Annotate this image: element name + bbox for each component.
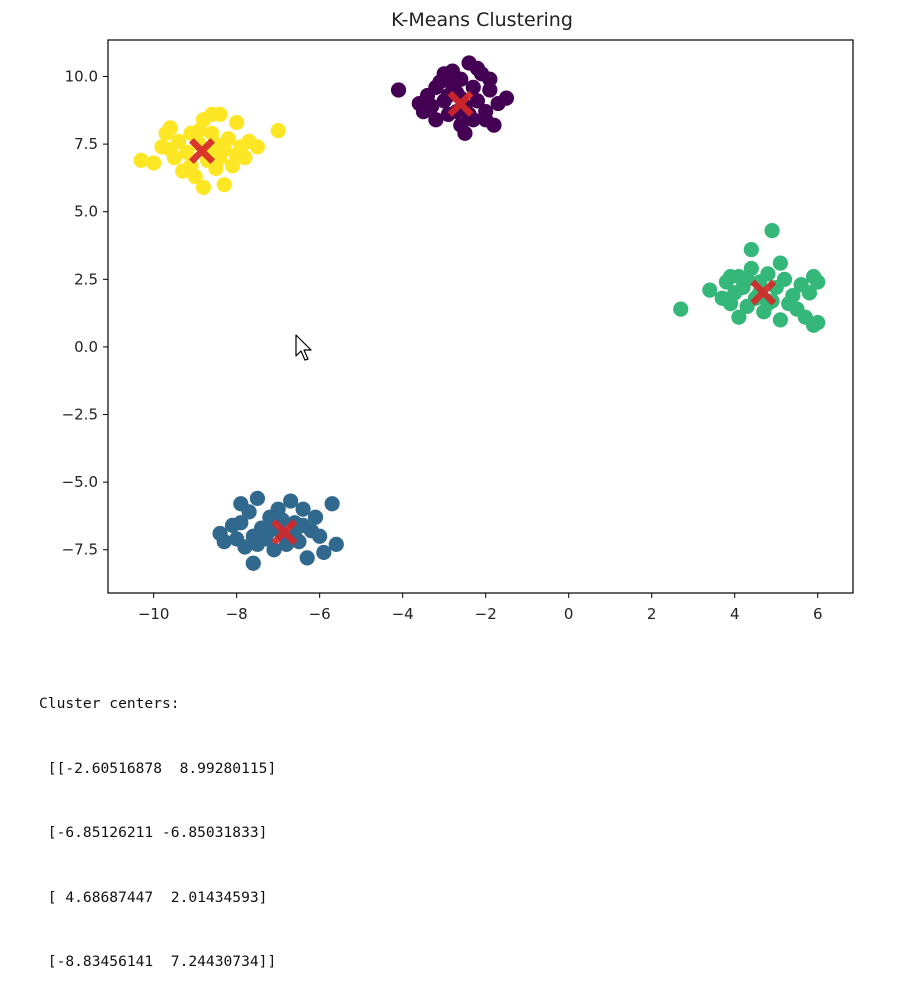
data-point (702, 282, 718, 298)
y-tick-label: −2.5 (62, 406, 98, 424)
mouse-cursor-icon (295, 334, 312, 361)
centers-layer (189, 90, 777, 546)
output-line: [[-2.60516878 8.99280115] (39, 759, 277, 777)
data-point (270, 122, 286, 139)
data-point (739, 271, 755, 287)
data-point (436, 66, 452, 82)
data-point (191, 122, 207, 139)
data-point (241, 504, 257, 520)
data-point (810, 314, 826, 331)
data-point (229, 531, 245, 547)
data-point (498, 90, 515, 106)
data-point (482, 71, 498, 87)
data-point (229, 147, 245, 163)
y-tick-label: −5.0 (62, 473, 98, 491)
x-tick-label: 6 (813, 605, 823, 623)
data-point (179, 144, 195, 160)
cluster-center-marker (447, 90, 474, 117)
y-tick-label: −7.5 (62, 541, 98, 559)
data-point (772, 255, 788, 271)
data-point (424, 98, 440, 114)
cluster-center-marker (750, 279, 777, 306)
data-point (216, 534, 232, 550)
x-tick-label: −10 (138, 605, 170, 623)
data-point (478, 112, 494, 128)
data-point (764, 223, 780, 239)
x-tick-label: −2 (475, 605, 497, 623)
data-point (743, 241, 759, 258)
data-point (457, 125, 473, 141)
x-tick-label: 4 (730, 605, 740, 623)
data-point (233, 515, 249, 531)
data-point (312, 528, 328, 544)
y-tick-label: 2.5 (74, 270, 98, 288)
output-line: [-8.83456141 7.24430734]] (39, 953, 277, 970)
cluster-center-marker (189, 138, 216, 165)
points-layer (133, 55, 826, 571)
scatter-chart: K-Means Clustering −10 −8 −6 −4 −2 0 2 4 6 10.0 7… (62, 9, 854, 623)
y-tick-label: 0.0 (74, 338, 98, 356)
data-point (295, 501, 311, 517)
data-point (295, 517, 311, 533)
data-point (810, 274, 826, 290)
data-point (146, 155, 162, 171)
x-tick-label: 2 (647, 605, 657, 623)
data-point (162, 141, 178, 158)
data-point (245, 555, 261, 571)
x-tick-label: −8 (226, 605, 248, 623)
data-point (328, 536, 344, 552)
data-point (195, 179, 212, 195)
data-point (220, 131, 236, 147)
data-point (212, 150, 228, 166)
data-point (801, 285, 818, 301)
cluster-center-marker (271, 519, 298, 546)
data-point (249, 139, 266, 155)
data-point (428, 79, 444, 95)
y-axis: 10.0 7.5 5.0 2.5 0.0 −2.5 −5.0 −7.5 (62, 68, 108, 559)
data-point (262, 523, 278, 539)
data-point (283, 493, 299, 509)
data-point (731, 309, 747, 325)
data-point (307, 509, 324, 525)
data-point (482, 82, 498, 98)
data-point (216, 177, 232, 193)
y-tick-label: 7.5 (74, 135, 98, 153)
data-point (673, 301, 689, 317)
output-line: [-6.85126211 -6.85031833] (39, 824, 268, 841)
data-point (760, 266, 776, 282)
x-tick-label: 0 (564, 605, 574, 623)
data-point (229, 114, 245, 131)
data-point (465, 79, 481, 95)
data-point (266, 542, 282, 558)
output-line: Cluster centers: (39, 695, 180, 712)
data-point (776, 271, 793, 287)
data-point (797, 309, 813, 325)
data-point (469, 93, 485, 109)
data-point (772, 312, 788, 328)
data-point (299, 550, 315, 566)
y-tick-label: 5.0 (74, 203, 98, 221)
data-point (249, 490, 266, 506)
data-point (781, 296, 797, 312)
data-point (722, 269, 739, 285)
data-point (390, 82, 407, 98)
data-point (324, 496, 340, 512)
data-point (162, 120, 178, 136)
output-line: [ 4.68687447 2.01434593] (39, 888, 268, 906)
data-point (428, 112, 444, 128)
data-point (316, 544, 332, 561)
plot-frame (107, 39, 854, 594)
x-tick-label: −4 (392, 605, 414, 623)
data-point (469, 60, 485, 76)
x-axis: −10 −8 −6 −4 −2 0 2 4 6 (138, 593, 823, 623)
data-point (249, 536, 266, 552)
data-point (204, 106, 220, 122)
x-tick-label: −6 (309, 605, 331, 623)
output-cell: Cluster centers: [[-2.60516878 8.9928011… (39, 650, 276, 994)
chart-title: K-Means Clustering (391, 9, 573, 31)
data-point (133, 152, 149, 168)
y-tick-label: 10.0 (65, 68, 98, 86)
